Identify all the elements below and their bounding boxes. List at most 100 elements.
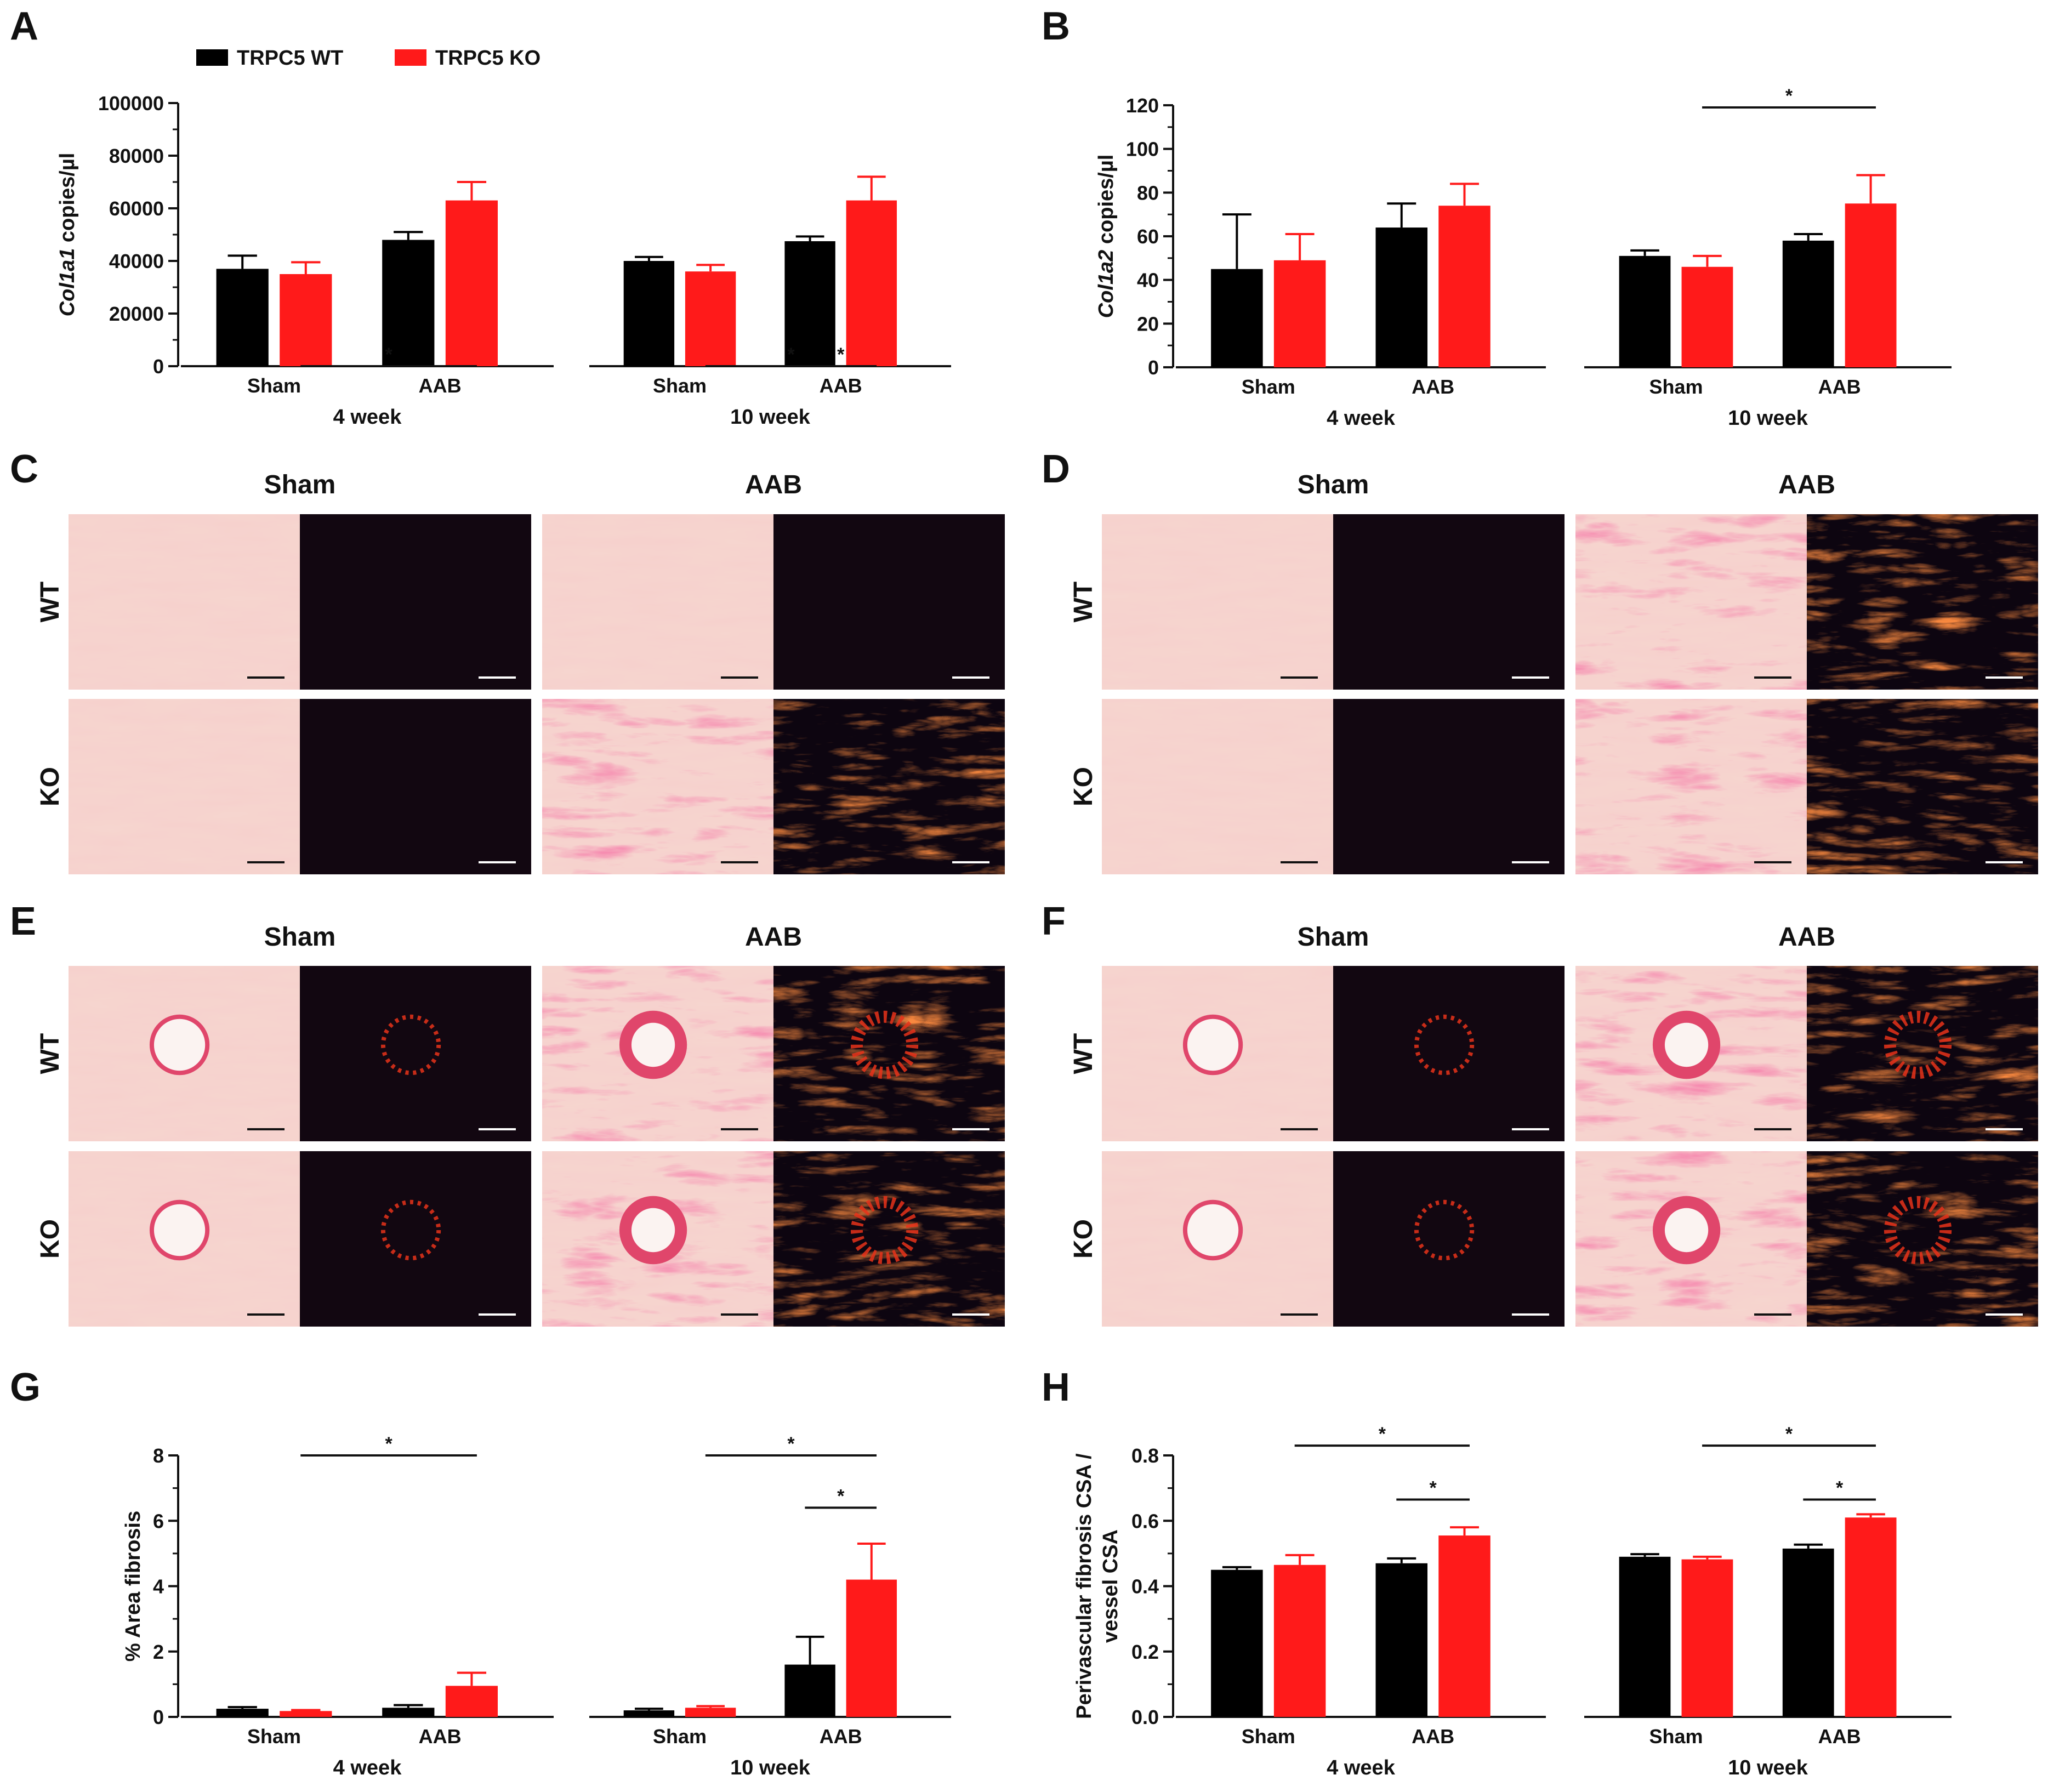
micrograph-panel-E: Sham AAB WT KO [36, 923, 1005, 1327]
vessel-wall [1414, 1014, 1475, 1076]
vessel-wall [1884, 1010, 1952, 1079]
significance-star: * [385, 344, 392, 365]
bar-ko-aab [1845, 203, 1897, 367]
y-axis-label-text: % Area fibrosis [122, 1511, 145, 1662]
y-tick-label: 0.4 [1131, 1575, 1159, 1598]
collagen-staining [1575, 514, 1807, 690]
significance-star: * [1379, 1424, 1386, 1444]
y-tick-label: 40000 [109, 250, 164, 272]
micrograph-wt_sham_bf [69, 966, 300, 1141]
bar-wt-aab [1782, 240, 1834, 367]
bar-ko-aab [445, 200, 498, 366]
panel-letter-B: B [1042, 4, 1070, 48]
x-category-label: Sham [247, 374, 301, 397]
x-category-label: AAB [419, 374, 462, 397]
micrograph-ko_sham_pl [1333, 699, 1565, 874]
micrograph-wt_aab_bf [1575, 966, 1807, 1141]
tissue-texture [1102, 699, 1333, 874]
micrograph-ko_aab_bf [1575, 699, 1807, 874]
group-label: 10 week [730, 406, 811, 429]
chart-A: 0 20000 40000 60000 80000 100000 Col1a1 copies… [56, 92, 951, 429]
micrograph-ko_sham_bf [69, 1151, 300, 1327]
x-category-label: AAB [820, 1725, 862, 1748]
tissue-texture [1102, 514, 1333, 690]
y-tick-label: 100000 [98, 92, 164, 115]
micrograph-ko_sham_pl [300, 699, 531, 874]
significance-star: * [837, 344, 845, 365]
y-axis-label: % Area fibrosis [122, 1511, 145, 1662]
micrograph-wt_sham_pl [300, 966, 531, 1141]
y-tick-label: 0.8 [1131, 1444, 1159, 1467]
y-axis-label-italic: Col1a1 [56, 248, 79, 317]
bar-wt-sham [216, 1709, 269, 1717]
micrograph-panel-D: Sham AAB WT KO [1069, 470, 2038, 874]
group-label: 4 week [1327, 407, 1396, 430]
y-tick-label: 80000 [109, 145, 164, 167]
tissue-texture [69, 514, 300, 690]
column-header-sham: Sham [1298, 470, 1369, 499]
collagen-staining [1807, 699, 2038, 874]
micrograph-ko_sham_bf [69, 699, 300, 874]
y-tick-label: 80 [1137, 181, 1159, 204]
micrograph-wt_aab_bf [542, 966, 773, 1141]
bar-ko-sham [1273, 1565, 1326, 1717]
dark-field [1333, 966, 1565, 1141]
x-category-label: Sham [1649, 1725, 1703, 1748]
row-label-wt: WT [1069, 1033, 1098, 1074]
micrograph-wt_aab_pl [1807, 514, 2038, 690]
chart-G: 0 2 4 6 8 % Area fibrosis Sham AAB 4 week * Sham AA… [122, 1433, 951, 1779]
collagen-staining [1807, 966, 2038, 1141]
x-category-label: Sham [247, 1725, 301, 1748]
dark-field [1333, 699, 1565, 874]
vessel-wall [850, 1010, 919, 1079]
x-category-label: AAB [1412, 1725, 1454, 1748]
vessel-wall [1652, 1010, 1721, 1079]
vessel-wall [619, 1196, 687, 1265]
y-tick-label: 4 [153, 1575, 164, 1598]
y-tick-label: 6 [153, 1510, 164, 1532]
x-category-label: AAB [820, 374, 862, 397]
bar-wt-aab [382, 1708, 435, 1717]
vessel-wall [1182, 1014, 1243, 1076]
y-tick-label: 0 [153, 355, 164, 378]
bar-wt-sham [1211, 269, 1263, 367]
y-axis-label-italic: Col1a2 [1095, 250, 1118, 318]
group-label: 4 week [333, 1756, 402, 1779]
collagen-staining [1807, 1151, 2038, 1327]
column-header-aab: AAB [745, 470, 802, 499]
panel-letter-C: C [10, 447, 38, 491]
dark-field [300, 699, 531, 874]
y-tick-label: 100 [1126, 138, 1159, 161]
y-axis-label-text: copies/µl [1095, 155, 1118, 250]
x-category-label: AAB [1818, 1725, 1861, 1748]
y-axis-label-line2: vessel CSA [1099, 1529, 1122, 1643]
micrograph-wt_aab_pl [1807, 966, 2038, 1141]
bar-wt-sham [216, 269, 269, 366]
group-label: 4 week [1327, 1756, 1396, 1779]
micrograph-wt_sham_bf [69, 514, 300, 690]
panel-letter-G: G [10, 1366, 41, 1409]
vessel-wall [619, 1010, 687, 1079]
y-axis-label: Col1a2 copies/µl [1095, 155, 1118, 318]
column-header-sham: Sham [1298, 923, 1369, 952]
y-tick-label: 40 [1137, 269, 1159, 292]
collagen-staining [773, 699, 1005, 874]
micrograph-wt_aab_pl [773, 514, 1005, 690]
legend-label-wt: TRPC5 WT [237, 47, 343, 70]
dark-field [300, 1151, 531, 1327]
micrograph-ko_aab_bf [542, 699, 773, 874]
vessel-wall [1884, 1196, 1952, 1265]
micrograph-wt_sham_pl [1333, 514, 1565, 690]
y-axis-label: Perivascular fibrosis CSA / [1073, 1453, 1096, 1719]
x-category-label: Sham [653, 1725, 707, 1748]
micrograph-ko_aab_pl [773, 699, 1005, 874]
collagen-staining [773, 1151, 1005, 1327]
panel-letter-D: D [1042, 447, 1070, 491]
y-tick-label: 120 [1126, 94, 1159, 117]
micrograph-ko_aab_bf [1575, 1151, 1807, 1327]
dark-field [300, 966, 531, 1141]
bar-ko-sham [1681, 266, 1733, 367]
panel-letter-A: A [10, 4, 38, 48]
vessel-wall [380, 1014, 441, 1076]
